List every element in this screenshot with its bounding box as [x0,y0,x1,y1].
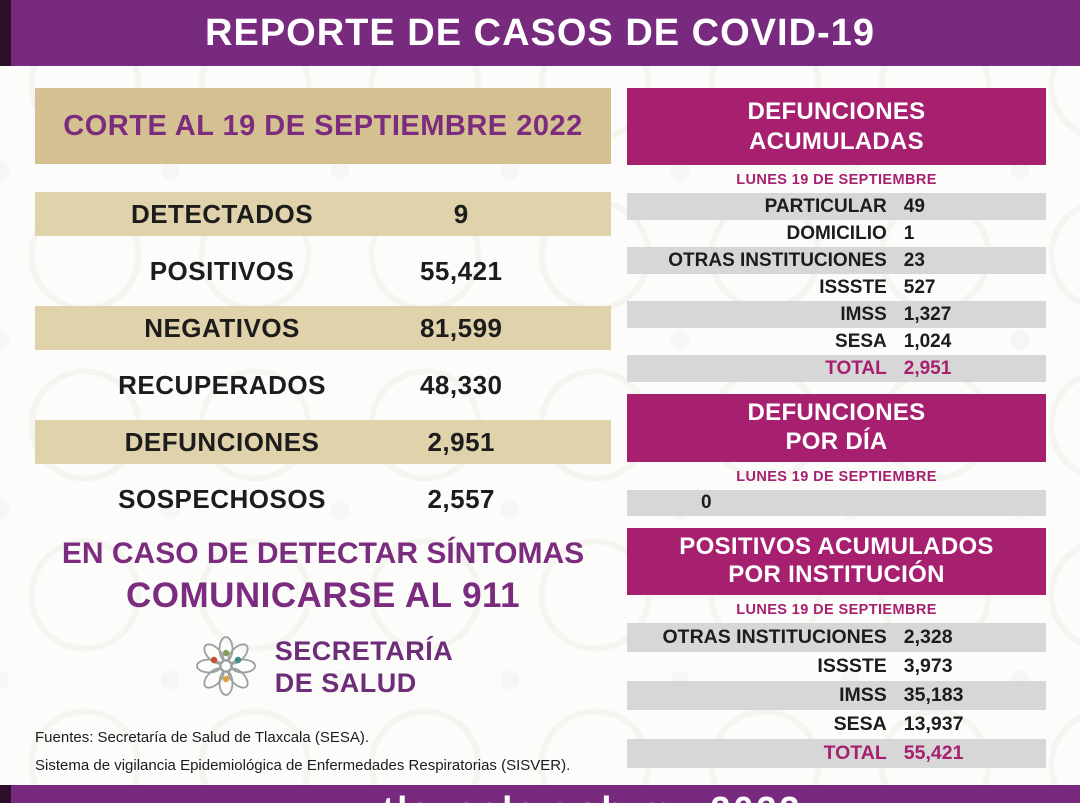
page-title: REPORTE DE CASOS DE COVID-19 [205,11,875,54]
section-deaths-per-day: DEFUNCIONES POR DÍA LUNES 19 DE SEPTIEMB… [627,394,1046,516]
row-value: 1,327 [903,303,952,325]
row-label: OTRAS INSTITUCIONES [662,626,887,649]
table-row: RECUPERADOS 48,330 [35,363,611,407]
row-value: 1 [903,222,915,244]
section-date: LUNES 19 DE SEPTIEMBRE [736,602,937,619]
table-row: DOMICILIO 1 [627,220,1046,247]
secretaria-salud-logo: SECRETARÍA DE SALUD [35,632,611,703]
row-value: 2,951 [903,357,952,379]
positives-table: OTRAS INSTITUCIONES 2,328 ISSSTE 3,973 I… [627,623,1046,769]
sources-block: Fuentes: Secretaría de Salud de Tlaxcala… [35,729,611,774]
footer-text: www.tlaxcala.gob.mx 2022 [0,789,1080,803]
call-911-line: COMUNICARSE AL 911 [125,576,521,615]
section-date: LUNES 19 DE SEPTIEMBRE [736,468,937,485]
logo-text-line2: DE SALUD [274,667,417,698]
section-header: DEFUNCIONES ACUMULADAS [627,88,1046,165]
table-row: ISSSTE 527 [627,274,1046,301]
table-row: SESA 13,937 [627,710,1046,739]
header-banner: REPORTE DE CASOS DE COVID-19 [0,0,1080,66]
section-positives-by-institution: POSITIVOS ACUMULADOS POR INSTITUCIÓN LUN… [627,527,1046,769]
stat-label: NEGATIVOS [144,312,300,343]
row-value: 527 [903,276,936,298]
row-label: ISSSTE [819,276,887,298]
row-label: SESA [835,330,887,352]
stat-value: 55,421 [419,255,503,286]
row-label: DOMICILIO [786,222,887,244]
row-label: ISSSTE [817,655,887,678]
row-value: 23 [903,249,925,271]
logo-wordmark: SECRETARÍA DE SALUD [275,636,454,698]
stat-value: 2,557 [427,483,496,514]
table-row: DEFUNCIONES 2,951 [35,420,611,464]
row-value: 2,328 [903,626,953,649]
table-row: OTRAS INSTITUCIONES 2,328 [627,623,1046,653]
row-value: 49 [903,195,925,217]
row-value: 13,937 [903,713,964,736]
total-row: TOTAL 2,951 [627,355,1046,382]
section-title-line: POSITIVOS ACUMULADOS [679,532,994,560]
row-label: SESA [833,713,887,736]
logo-text-line1: SECRETARÍA [274,636,454,667]
flower-logo-icon [193,632,259,703]
cutoff-date-box: CORTE AL 19 DE SEPTIEMBRE 2022 [35,88,611,164]
table-row: IMSS 35,183 [627,681,1046,711]
section-date: LUNES 19 DE SEPTIEMBRE [736,172,937,188]
deaths-accumulated-table: PARTICULAR 49 DOMICILIO 1 OTRAS INSTITUC… [627,193,1046,382]
stat-label: DETECTADOS [130,198,314,229]
row-label: TOTAL [825,357,887,379]
left-column: CORTE AL 19 DE SEPTIEMBRE 2022 DETECTADO… [35,88,611,785]
stat-label: POSITIVOS [149,255,295,286]
section-title-line: POR DÍA [785,427,888,455]
stat-value: 48,330 [419,369,503,400]
total-row: TOTAL 55,421 [627,739,1046,769]
table-row: IMSS 1,327 [627,301,1046,328]
banner-edge-strip [0,0,11,66]
table-row: POSITIVOS 55,421 [35,249,611,293]
stat-label: RECUPERADOS [118,369,326,400]
table-row: DETECTADOS 9 [35,192,611,236]
source-line: Fuentes: Secretaría de Salud de Tlaxcala… [35,729,370,746]
section-title-line: DEFUNCIONES [747,399,926,426]
table-row: NEGATIVOS 81,599 [35,306,611,350]
stat-label: SOSPECHOSOS [118,483,326,514]
section-header: POSITIVOS ACUMULADOS POR INSTITUCIÓN [627,527,1046,596]
stat-label: DEFUNCIONES [124,426,320,457]
right-column: DEFUNCIONES ACUMULADAS LUNES 19 DE SEPTI… [627,88,1046,780]
row-value: 3,973 [903,655,953,678]
deaths-per-day-value: 0 [627,489,1046,516]
row-value: 55,421 [903,742,964,765]
cutoff-date-title: CORTE AL 19 DE SEPTIEMBRE 2022 [63,109,583,142]
table-row: PARTICULAR 49 [627,193,1046,220]
row-label: IMSS [839,684,887,707]
section-header: DEFUNCIONES POR DÍA [627,394,1046,462]
row-label: PARTICULAR [764,195,887,217]
section-title-line: ACUMULADAS [749,128,924,155]
stat-value: 2,951 [427,426,496,457]
section-deaths-accumulated: DEFUNCIONES ACUMULADAS LUNES 19 DE SEPTI… [627,88,1046,382]
stat-value: 81,599 [419,312,503,343]
row-value: 1,024 [903,330,952,352]
table-row: SESA 1,024 [627,328,1046,355]
table-row: SOSPECHOSOS 2,557 [35,477,611,521]
row-label: TOTAL [823,742,887,765]
stat-value: 9 [453,198,469,229]
table-row: ISSSTE 3,973 [627,652,1046,681]
row-value: 35,183 [903,684,964,707]
case-stats-table: DETECTADOS 9 POSITIVOS 55,421 NEGATIVOS … [35,192,611,521]
section-title-line: DEFUNCIONES [747,98,926,125]
row-label: OTRAS INSTITUCIONES [668,249,887,271]
section-title-line: POR INSTITUCIÓN [728,561,945,589]
table-row: OTRAS INSTITUCIONES 23 [627,247,1046,274]
footer-bar: www.tlaxcala.gob.mx 2022 [0,785,1080,803]
row-label: IMSS [840,303,887,325]
symptoms-advice-line: EN CASO DE DETECTAR SÍNTOMAS [61,537,585,570]
footer-edge-strip [0,785,11,803]
source-line: Sistema de vigilancia Epidemiológica de … [35,757,571,774]
